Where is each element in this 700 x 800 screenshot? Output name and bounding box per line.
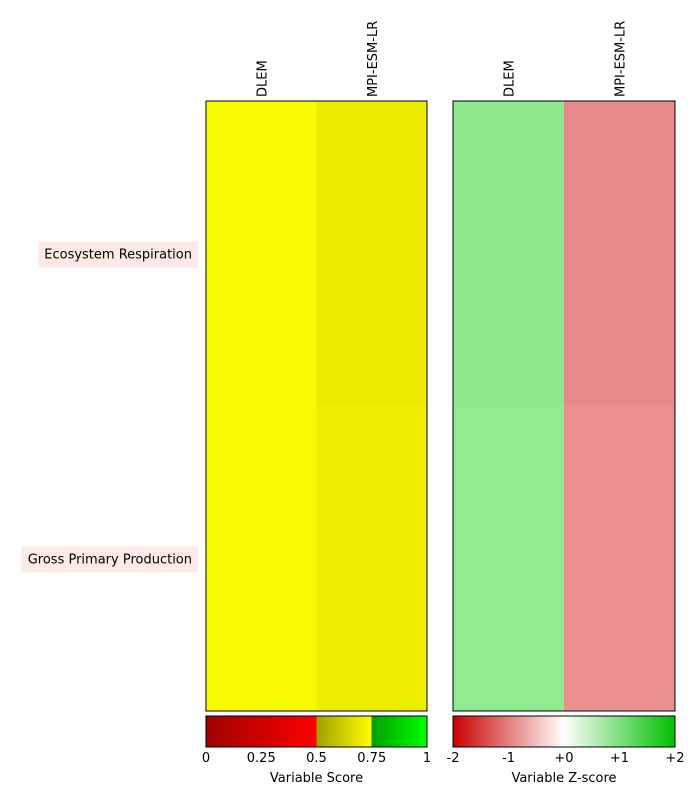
colorbar-tick-label: +1 bbox=[610, 751, 629, 766]
heatmap-cell: Ecosystem Respiration / DLEM: 0.6 bbox=[453, 101, 564, 406]
colorbar-tick-label: -1 bbox=[502, 751, 515, 766]
heatmap-frame bbox=[205, 100, 428, 712]
colorbar bbox=[452, 715, 676, 748]
row-label: Gross Primary Production bbox=[21, 546, 198, 573]
colorbar-tick-label: +2 bbox=[665, 751, 684, 766]
row-label-text: Ecosystem Respiration bbox=[44, 248, 192, 263]
colorbar-tick-label: 0.25 bbox=[247, 751, 276, 766]
colorbar-tick-label: 0.5 bbox=[306, 751, 327, 766]
colorbar-tick-label: 0.75 bbox=[357, 751, 386, 766]
colorbar-tick-label: +0 bbox=[554, 751, 573, 766]
heatmap-cell: Ecosystem Respiration / MPI-ESM-LR: 0.66 bbox=[316, 101, 427, 406]
heatmap-cell: Ecosystem Respiration / DLEM: 0.69 bbox=[206, 101, 317, 406]
heatmap-panel-2: Ecosystem Respiration / DLEM: 0.6Ecosyst… bbox=[447, 21, 685, 786]
heatmap-cell: Gross Primary Production / MPI-ESM-LR: -… bbox=[564, 406, 675, 711]
heatmap-cell: Ecosystem Respiration / MPI-ESM-LR: -0.7 bbox=[564, 101, 675, 406]
row-label: Ecosystem Respiration bbox=[38, 241, 198, 268]
colorbar bbox=[205, 715, 428, 748]
colorbar-tick-label: 0 bbox=[202, 751, 210, 766]
heatmap-panel-1: Ecosystem Respiration / DLEM: 0.69Ecosys… bbox=[202, 21, 431, 786]
colorbar-label: Variable Z-score bbox=[511, 771, 616, 786]
row-label-background bbox=[21, 546, 198, 573]
column-label: MPI-ESM-LR bbox=[614, 21, 629, 97]
heatmap-cell: Gross Primary Production / MPI-ESM-LR: 0… bbox=[316, 406, 427, 711]
row-label-background bbox=[38, 241, 198, 268]
heatmap-cell: Gross Primary Production / DLEM: 0.69 bbox=[206, 406, 317, 711]
colorbar-tick-label: -2 bbox=[447, 751, 460, 766]
column-label: DLEM bbox=[503, 60, 518, 97]
colorbar-tick-label: 1 bbox=[423, 751, 431, 766]
column-label: DLEM bbox=[255, 60, 270, 97]
colorbar-label: Variable Score bbox=[270, 771, 363, 786]
column-label: MPI-ESM-LR bbox=[366, 21, 381, 97]
heatmap-cell: Gross Primary Production / DLEM: 0.6 bbox=[453, 406, 564, 711]
row-label-text: Gross Primary Production bbox=[28, 553, 192, 568]
heatmap-frame bbox=[452, 100, 676, 712]
